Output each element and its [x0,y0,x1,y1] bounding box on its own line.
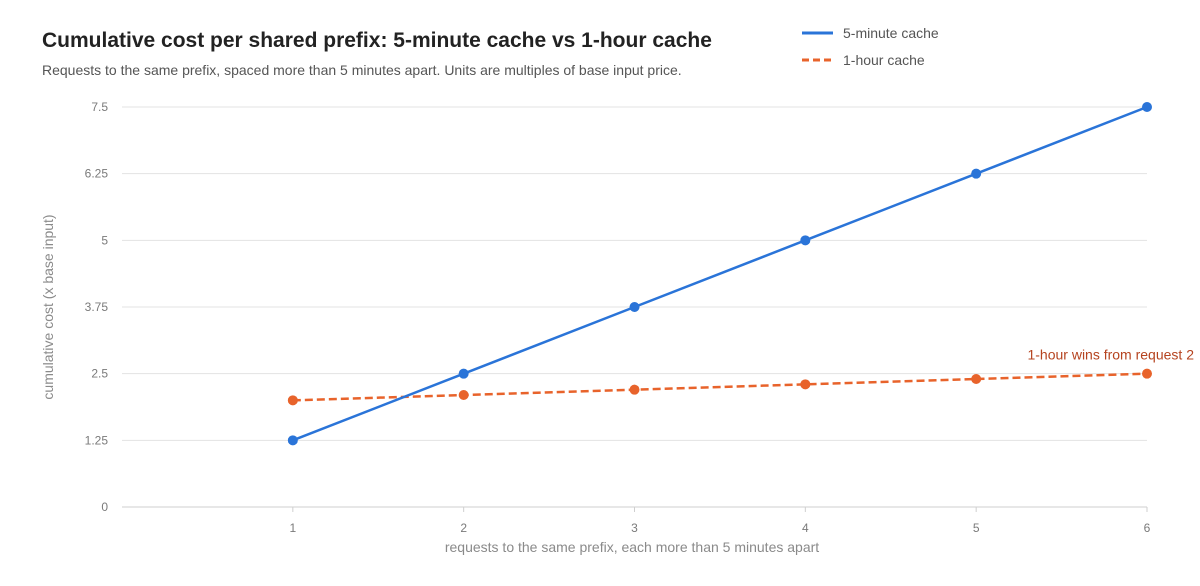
data-point [800,235,811,246]
data-point [287,395,298,406]
y-tick-label: 2.5 [91,367,108,381]
data-point [458,368,469,379]
annotation-label: 1-hour wins from request 2 [1027,347,1194,363]
data-point [629,302,640,312]
axes: 0 1.25 2.5 3.75 5 6.25 7.5 1 2 3 4 5 6 [85,100,1151,535]
annotations: 1-hour wins from request 2 [1027,347,1194,363]
data-point [1142,102,1152,112]
series-line [292,372,1148,402]
data-point [971,168,982,179]
data-point [800,379,811,390]
y-tick-label: 7.5 [91,100,108,114]
chart-subtitle: Requests to the same prefix, spaced more… [42,62,682,78]
series [287,102,1152,446]
legend: 5-minute cache 1-hour cache [802,25,939,68]
data-point [1142,368,1152,379]
chart-title: Cumulative cost per shared prefix: 5-min… [42,29,712,52]
y-tick-label: 1.25 [85,433,109,447]
legend-label: 1-hour cache [843,52,925,68]
data-point [458,390,469,400]
x-tick-label: 4 [802,521,809,535]
x-tick-label: 3 [631,521,638,535]
data-point [629,384,640,395]
y-tick-label: 6.25 [85,167,109,181]
x-tick-label: 2 [460,521,467,535]
y-tick-label: 3.75 [85,300,109,314]
y-tick-label: 5 [101,233,108,247]
x-tick-label: 6 [1144,521,1151,535]
series-line [292,105,1148,442]
legend-label: 5-minute cache [843,25,939,41]
x-tick-label: 1 [289,521,296,535]
y-axis-label: cumulative cost (x base input) [40,214,56,399]
x-tick-label: 5 [973,521,980,535]
data-point [287,435,298,446]
x-axis-label: requests to the same prefix, each more t… [445,539,819,555]
data-point [971,374,982,384]
y-tick-label: 0 [101,500,108,514]
